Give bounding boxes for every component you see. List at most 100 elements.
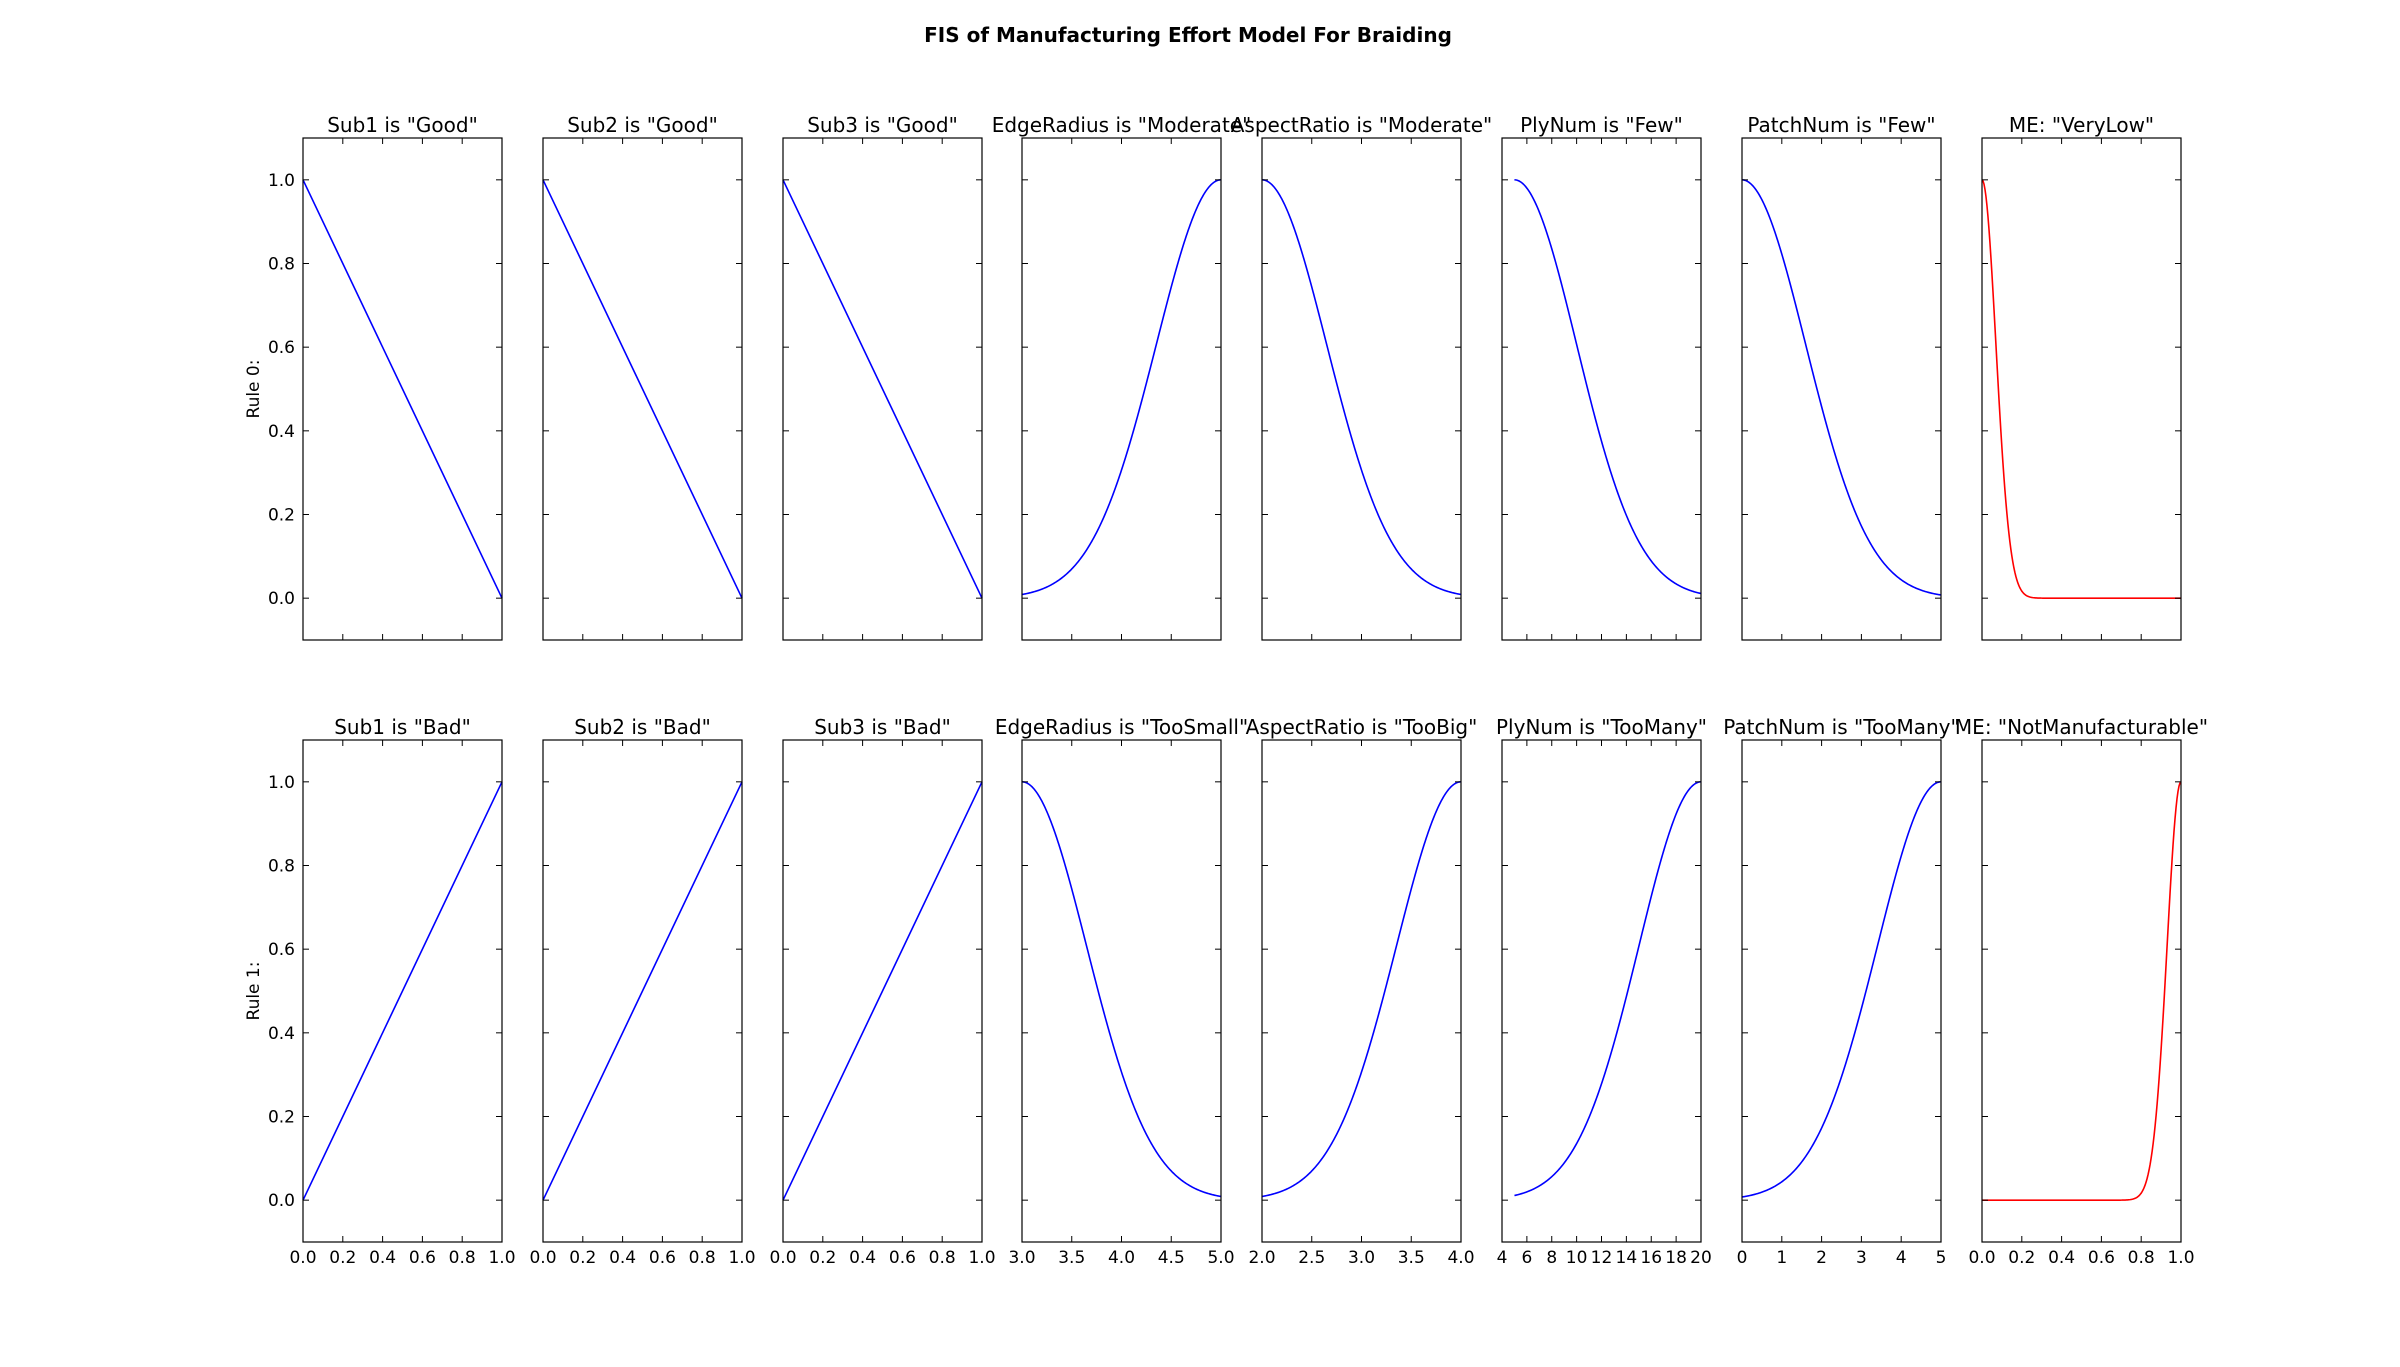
x-tick-label: 6 (1521, 1248, 1532, 1268)
x-tick-label: 0.4 (369, 1248, 396, 1268)
output-membership-line (1981, 179, 2181, 599)
subplot-title: AspectRatio is "TooBig" (1246, 715, 1478, 739)
x-tick-label: 3.5 (1058, 1248, 1085, 1268)
subplot-title: Sub2 is "Good" (567, 113, 718, 137)
subplot-title: Sub3 is "Good" (807, 113, 958, 137)
subplot-frame (1261, 739, 1462, 1243)
x-tick-label: 0.2 (809, 1248, 836, 1268)
y-tick-label: 0.4 (268, 422, 295, 442)
x-tick-label: 3 (1856, 1248, 1867, 1268)
subplot-r1-c3: EdgeRadius is "TooSmall" 3.0 3.5 4.0 4.5 5.0 (995, 715, 1248, 1268)
subplot-title: Sub1 is "Good" (327, 113, 478, 137)
subplot-r1-c5: PlyNum is "TooMany" 4 6 8 10 12 14 16 18 20 (1496, 715, 1712, 1268)
subplot-title: PatchNum is "TooMany" (1723, 715, 1959, 739)
x-tick-label: 0.0 (1968, 1248, 1995, 1268)
subplot-frame (302, 739, 503, 1243)
y-tick-label: 0.6 (268, 338, 295, 358)
x-tick-label: 0.0 (529, 1248, 556, 1268)
x-tick-label: 10 (1566, 1248, 1588, 1268)
x-tick-label: 14 (1616, 1248, 1638, 1268)
y-tick-label: 0.2 (268, 1108, 295, 1128)
membership-line (1261, 179, 1462, 596)
x-tick-label: 0.2 (569, 1248, 596, 1268)
x-tick-label: 4 (1497, 1248, 1508, 1268)
subplot-title: ME: "NotManufacturable" (1955, 715, 2208, 739)
y-tick-label: 0.0 (268, 589, 295, 609)
x-tick-label: 0.4 (849, 1248, 876, 1268)
x-tick-label: 0.2 (329, 1248, 356, 1268)
y-tick-label: 0.2 (268, 506, 295, 526)
x-tick-label: 0.0 (769, 1248, 796, 1268)
subplot-r0-c5: PlyNum is "Few" (1501, 113, 1702, 641)
subplot-r1-c7: ME: "NotManufacturable" 0.0 0.2 0.4 0.6 0.8 1.… (1955, 715, 2208, 1268)
x-tick-label: 3.0 (1008, 1248, 1035, 1268)
subplot-title: Sub1 is "Bad" (334, 715, 471, 739)
subplot-title: PatchNum is "Few" (1747, 113, 1935, 137)
x-tick-label: 0.6 (889, 1248, 916, 1268)
subplot-r0-c2: Sub3 is "Good" (782, 113, 983, 641)
subplot-r0-c1: Sub2 is "Good" (542, 113, 743, 641)
subplot-frame (1021, 739, 1222, 1243)
subplot-r1-c6: PatchNum is "TooMany" 0 1 2 3 4 5 (1723, 715, 1959, 1268)
x-tick-label: 18 (1665, 1248, 1687, 1268)
subplot-r1-c1: Sub2 is "Bad" 0.0 0.2 0.4 0.6 0.8 1.0 (529, 715, 755, 1268)
x-tick-label: 0.6 (2088, 1248, 2115, 1268)
subplot-frame (1261, 137, 1462, 641)
x-tick-label: 0.8 (2128, 1248, 2155, 1268)
subplot-frame (1981, 739, 2182, 1243)
x-tick-label: 2.0 (1248, 1248, 1275, 1268)
x-tick-label: 12 (1591, 1248, 1613, 1268)
subplot-frame (782, 137, 983, 641)
x-tick-label: 1.0 (728, 1248, 755, 1268)
membership-line (542, 781, 743, 1201)
subplot-frame (542, 137, 743, 641)
subplot-title: EdgeRadius is "TooSmall" (995, 715, 1248, 739)
subplot-r0-c0: Sub1 is "Good" 0.0 0.2 0.4 0.6 0.8 1.0 (268, 113, 503, 641)
subplot-frame (1981, 137, 2182, 641)
subplot-title: Sub3 is "Bad" (814, 715, 951, 739)
x-tick-label: 2 (1816, 1248, 1827, 1268)
x-tick-label: 4.0 (1108, 1248, 1135, 1268)
output-membership-line (1982, 781, 2182, 1201)
y-tick-label: 0.8 (268, 255, 295, 275)
x-tick-label: 3.0 (1348, 1248, 1375, 1268)
subplot-r1-c2: Sub3 is "Bad" 0.0 0.2 0.4 0.6 0.8 1.0 (769, 715, 995, 1268)
subplot-frame (1741, 137, 1942, 641)
subplot-frame (1741, 739, 1942, 1243)
subplot-frame (302, 137, 503, 641)
membership-line (1514, 179, 1702, 595)
x-tick-label: 0.8 (689, 1248, 716, 1268)
subplot-title: AspectRatio is "Moderate" (1231, 113, 1493, 137)
row-label: Rule 1: (244, 962, 264, 1021)
row-label: Rule 0: (244, 360, 264, 419)
subplot-frame (1021, 137, 1222, 641)
x-tick-label: 1.0 (2167, 1248, 2194, 1268)
subplot-title: EdgeRadius is "Moderate" (992, 113, 1252, 137)
x-tick-label: 1.0 (968, 1248, 995, 1268)
y-tick-label: 0.4 (268, 1024, 295, 1044)
subplot-title: Sub2 is "Bad" (574, 715, 711, 739)
subplot-r0-c6: PatchNum is "Few" (1741, 113, 1942, 641)
x-tick-label: 0 (1737, 1248, 1748, 1268)
y-tick-label: 1.0 (268, 773, 295, 793)
x-tick-label: 2.5 (1298, 1248, 1325, 1268)
membership-line (302, 179, 503, 599)
membership-line (1261, 781, 1462, 1198)
subplot-title: ME: "VeryLow" (2009, 113, 2154, 137)
x-tick-label: 5.0 (1207, 1248, 1234, 1268)
subplot-r0-c4: AspectRatio is "Moderate" (1231, 113, 1493, 641)
membership-line (1741, 781, 1942, 1198)
x-tick-label: 0.6 (649, 1248, 676, 1268)
x-tick-label: 16 (1640, 1248, 1662, 1268)
subplot-frame (1501, 137, 1702, 641)
subplot-r1-c0: Sub1 is "Bad" 0.0 0.2 0.4 0.6 0.8 1.0 0.0 0.2 0.4… (268, 715, 516, 1268)
x-tick-label: 0.0 (289, 1248, 316, 1268)
subplot-frame (782, 739, 983, 1243)
membership-line (1021, 179, 1222, 596)
membership-line (542, 179, 743, 599)
subplot-title: PlyNum is "TooMany" (1496, 715, 1707, 739)
y-tick-label: 1.0 (268, 171, 295, 191)
membership-line (1741, 179, 1942, 596)
subplot-frame (1501, 739, 1702, 1243)
